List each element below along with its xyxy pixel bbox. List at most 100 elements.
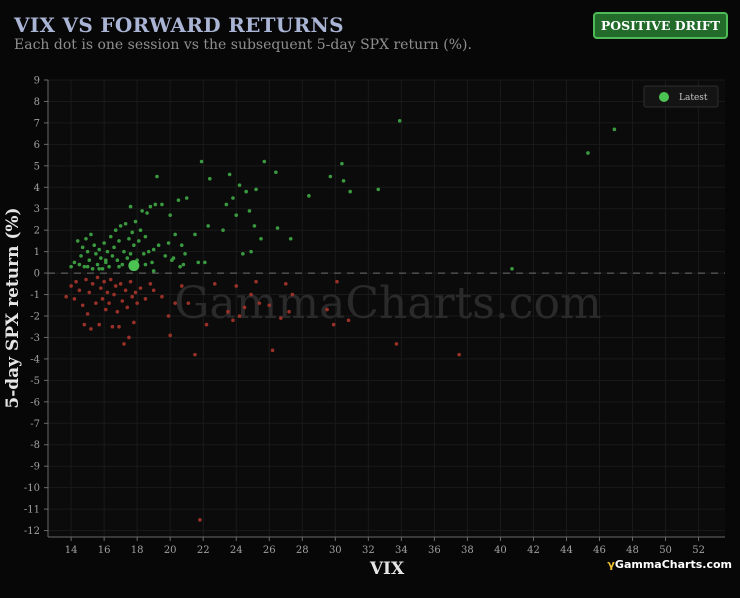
data-point (94, 301, 98, 305)
data-point (231, 196, 235, 200)
data-point (166, 314, 171, 318)
y-tick-label: -11 (24, 505, 40, 516)
data-point (247, 209, 252, 213)
data-point (69, 264, 73, 269)
data-point (110, 254, 115, 258)
data-point (80, 303, 85, 308)
data-point (160, 202, 164, 207)
data-point (146, 249, 151, 254)
data-point (176, 198, 181, 202)
data-point (79, 254, 83, 258)
data-point (275, 226, 280, 230)
grid-lines (48, 79, 725, 537)
x-tick-label: 30 (329, 545, 342, 556)
data-point (85, 264, 90, 269)
data-point (130, 230, 135, 235)
data-point (270, 348, 275, 353)
y-tick-label: -9 (30, 462, 40, 473)
data-point (84, 236, 88, 241)
data-point (148, 282, 153, 286)
x-tick-label: 14 (65, 545, 78, 556)
data-point (95, 275, 100, 280)
data-point (117, 239, 121, 243)
data-point (94, 251, 98, 256)
status-badge: POSITIVE DRIFT (592, 12, 728, 39)
data-point (105, 290, 110, 295)
data-point (234, 213, 239, 217)
data-point (198, 518, 202, 522)
data-point (252, 224, 257, 228)
brand-logo: γGammaCharts.com (607, 558, 732, 571)
data-point (290, 292, 295, 297)
data-point (179, 243, 184, 248)
data-point (186, 301, 191, 305)
data-point (199, 159, 204, 164)
data-point (87, 258, 92, 263)
data-point (221, 228, 225, 232)
data-point (151, 288, 156, 293)
data-point (69, 284, 73, 288)
data-point (127, 335, 131, 340)
data-point (231, 318, 235, 323)
data-point (103, 307, 108, 312)
data-point (77, 288, 82, 293)
data-point (97, 267, 101, 271)
data-point (612, 127, 617, 132)
data-point (132, 320, 136, 325)
y-tick-label: -6 (30, 397, 40, 408)
chart-watermark: GammaCharts.com (174, 278, 601, 329)
data-point (118, 224, 123, 228)
data-point (173, 301, 177, 305)
data-point (183, 251, 187, 256)
y-tick-labels: 9 8 7 6 5 4 3 2 1 0 -1 -2 -3 -4 -5 -6 -7 -8 -9 -10 -11 -12 (24, 76, 48, 537)
data-point (123, 221, 128, 226)
y-tick-label: 3 (34, 204, 40, 215)
data-point (143, 234, 148, 239)
y-tick-label: 8 (34, 97, 40, 108)
data-point (82, 264, 87, 269)
data-point (97, 247, 101, 252)
data-point (193, 352, 197, 357)
data-point (279, 316, 283, 320)
page-subtitle: Each dot is one session vs the subsequen… (14, 37, 472, 53)
y-tick-label: -1 (30, 290, 40, 301)
data-point (328, 174, 333, 179)
x-axis-label: VIX (369, 559, 405, 579)
data-point (307, 194, 311, 198)
y-tick-label: -7 (30, 419, 40, 430)
data-point (117, 264, 121, 269)
data-point (122, 342, 126, 346)
data-point (135, 301, 139, 305)
data-point (99, 256, 103, 260)
data-point (153, 202, 158, 207)
data-point (92, 243, 97, 248)
data-point (331, 322, 336, 327)
x-tick-label: 18 (131, 545, 144, 556)
data-point (287, 309, 291, 314)
data-point (117, 324, 121, 329)
data-point (226, 309, 230, 314)
legend-latest-marker (659, 92, 669, 102)
data-point (128, 279, 133, 284)
y-tick-label: 0 (34, 269, 40, 280)
x-tick-label: 38 (461, 545, 474, 556)
data-point (90, 267, 95, 271)
data-point (212, 282, 217, 286)
data-point (87, 290, 92, 295)
data-point (586, 151, 590, 155)
data-point (254, 187, 258, 192)
data-point (237, 314, 242, 318)
data-point (259, 236, 263, 241)
data-point (122, 249, 126, 254)
data-point (143, 297, 148, 301)
y-tick-label: 2 (34, 226, 40, 237)
data-point (148, 204, 153, 209)
data-point (115, 258, 120, 263)
data-point (206, 224, 210, 228)
data-point (77, 262, 82, 267)
data-point (123, 288, 128, 293)
data-point (262, 159, 267, 164)
x-tick-label: 36 (428, 545, 441, 556)
x-tick-label: 52 (692, 545, 705, 556)
data-point (151, 269, 156, 273)
